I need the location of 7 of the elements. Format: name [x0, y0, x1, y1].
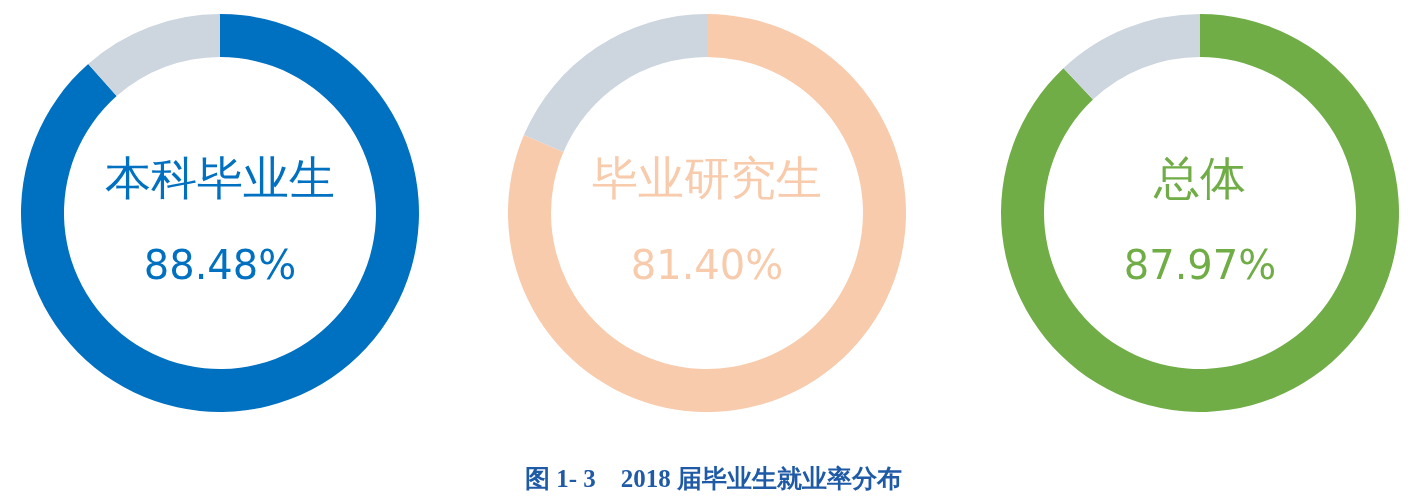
data-label: 81.40% — [630, 242, 784, 288]
caption: 图 1- 3 2018 届毕业生就业率分布 — [523, 464, 904, 494]
data-label: 87.97% — [1123, 242, 1277, 288]
text: 本科毕业生 — [105, 151, 335, 205]
text: 毕业研究生 — [592, 151, 822, 205]
data-label: 88.48% — [143, 242, 297, 288]
text: 总体 — [1153, 151, 1246, 205]
